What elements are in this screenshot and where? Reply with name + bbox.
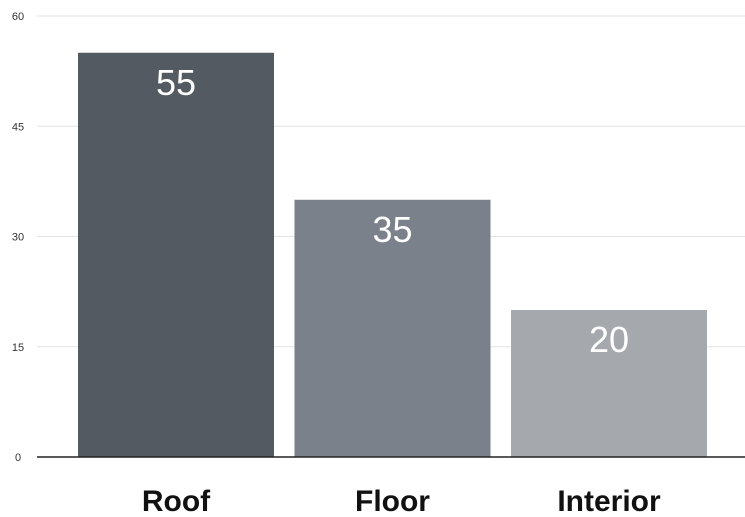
y-axis-ticks: 0 15 30 45 60 — [12, 11, 24, 464]
category-labels: Roof Floor Interior — [142, 485, 661, 517]
bars — [78, 52, 707, 457]
category-label-roof: Roof — [142, 485, 211, 517]
y-tick-label: 15 — [12, 342, 24, 354]
y-tick-label: 60 — [12, 11, 24, 23]
y-tick-label: 45 — [12, 121, 24, 133]
bar-floor — [294, 199, 491, 457]
y-tick-label: 30 — [12, 232, 24, 244]
category-label-floor: Floor — [355, 485, 430, 517]
bar-interior — [511, 310, 707, 457]
bar-roof — [78, 52, 274, 457]
value-labels: 55 35 20 — [156, 62, 629, 360]
value-label-interior: 20 — [589, 319, 629, 360]
y-tick-label: 0 — [15, 452, 21, 464]
category-label-interior: Interior — [557, 485, 661, 517]
value-label-roof: 55 — [156, 62, 196, 103]
value-label-floor: 35 — [372, 209, 412, 250]
